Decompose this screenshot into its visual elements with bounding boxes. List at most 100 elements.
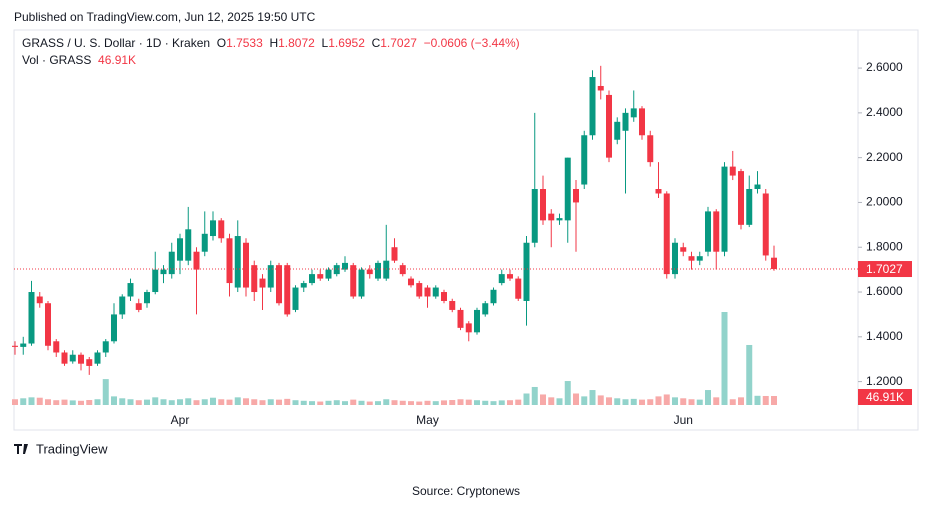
candle-body — [160, 269, 167, 275]
candle-body — [53, 341, 60, 353]
candle-body — [548, 213, 555, 221]
volume-bar — [201, 399, 208, 405]
candle-body — [144, 292, 150, 304]
volume-bar — [597, 395, 604, 405]
volume-bar — [680, 398, 687, 405]
candle-body — [515, 278, 522, 299]
candle-body — [754, 184, 761, 190]
candle-body — [614, 121, 621, 140]
candle-body — [259, 278, 266, 288]
y-tick-label: 2.0000 — [866, 195, 903, 209]
candle-body — [226, 238, 233, 284]
candle-body — [441, 292, 447, 301]
tv-logo — [14, 444, 28, 454]
volume-bar — [86, 400, 93, 405]
candle-body — [375, 262, 381, 279]
volume-bar — [738, 397, 744, 405]
y-tick-label: 1.4000 — [866, 329, 903, 343]
volume-bar — [424, 400, 431, 405]
volume-bar — [317, 401, 324, 405]
candle-body — [201, 233, 208, 252]
candle-body — [474, 309, 480, 333]
candle-body — [342, 262, 348, 270]
volume-bar — [432, 401, 439, 405]
candle-body — [69, 354, 76, 362]
volume-bar — [564, 381, 571, 405]
candle-body — [333, 265, 340, 275]
volume-bar — [490, 401, 497, 405]
volume-bar — [276, 399, 282, 405]
volume-bar — [408, 401, 414, 405]
candle-body — [86, 359, 93, 366]
candle-body — [597, 85, 604, 91]
candle-body — [243, 242, 249, 288]
last-price-tag — [858, 261, 912, 278]
candle-body — [267, 265, 274, 288]
volume-bar — [655, 396, 662, 405]
volume-bar — [606, 397, 612, 405]
volume-bar — [663, 394, 670, 405]
candle-body — [292, 287, 299, 310]
candle-body — [581, 135, 588, 185]
volume-bar — [152, 397, 159, 405]
volume-bar — [688, 399, 695, 405]
volume-bar — [259, 400, 266, 405]
candle-body — [589, 77, 596, 136]
volume-bar — [622, 399, 629, 405]
volume-bar — [342, 401, 348, 405]
volume-bar — [729, 399, 736, 405]
candle-body — [738, 171, 744, 225]
candle-body — [655, 189, 662, 194]
candle-body — [713, 211, 720, 252]
x-tick-label: Apr — [171, 413, 190, 427]
y-tick-label: 1.2000 — [866, 374, 903, 388]
volume-tag — [858, 389, 912, 405]
volume-bar — [234, 397, 241, 405]
volume-bar — [581, 396, 588, 405]
volume-bar — [193, 400, 200, 405]
volume-bar — [474, 400, 480, 405]
candle-body — [119, 296, 126, 315]
volume-bar — [78, 400, 84, 405]
candle-body — [408, 278, 414, 286]
volume-bar — [457, 399, 464, 405]
source: Source: Cryptonews — [412, 484, 520, 498]
volume-bar — [144, 399, 150, 405]
volume-bar — [69, 400, 76, 405]
candle-body — [300, 283, 307, 288]
volume-bar — [614, 398, 621, 405]
volume-bar — [366, 401, 373, 405]
candle-body — [457, 309, 464, 328]
y-tick-label: 2.4000 — [866, 105, 903, 119]
candle-body — [127, 283, 134, 297]
candle-body — [465, 323, 472, 333]
volume-bar — [449, 400, 456, 405]
y-tick-label: 1.8000 — [866, 239, 903, 253]
candle-body — [647, 135, 654, 163]
candle-body — [284, 265, 291, 315]
volume-bar — [548, 397, 555, 405]
volume-bar — [713, 397, 720, 405]
candle-body — [573, 189, 579, 203]
change: −0.0606 (−3.44%) — [423, 36, 520, 50]
volume-bar — [119, 398, 126, 405]
candle-body — [424, 287, 431, 297]
volume-bar — [243, 398, 249, 405]
ohlc-value: 1.6952 — [328, 36, 365, 50]
candle-body — [482, 303, 489, 315]
ohlc-value: 1.7533 — [226, 36, 263, 50]
y-tick-label: 2.2000 — [866, 150, 903, 164]
volume-bar — [721, 312, 728, 405]
candle-body — [391, 247, 398, 261]
candle-body — [12, 345, 18, 347]
candle-body — [193, 251, 200, 270]
candle-body — [177, 238, 183, 261]
candle-body — [606, 94, 612, 158]
plot-frame — [13, 29, 919, 431]
x-tick-label: May — [416, 413, 439, 427]
candle-body — [20, 343, 27, 347]
volume-bar — [589, 390, 596, 405]
volume-bar — [267, 399, 274, 405]
